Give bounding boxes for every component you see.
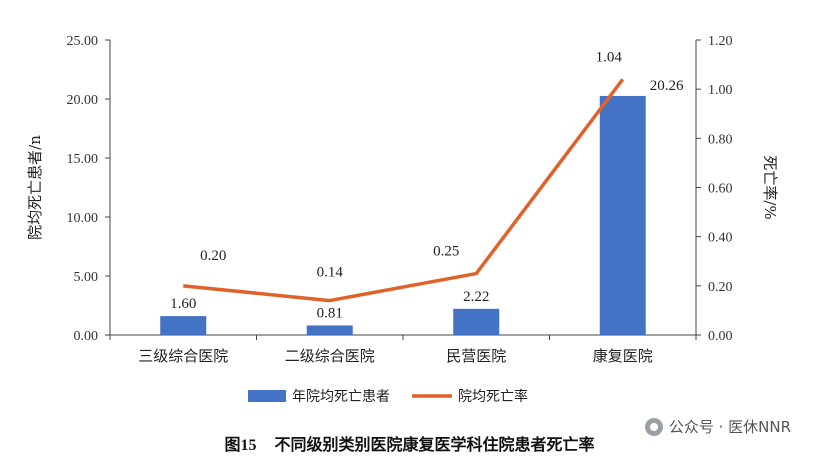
right-tick-label: 0.60 [708, 182, 733, 197]
watermark-text: 公众号 · 医休NNR [668, 418, 791, 436]
bar [306, 325, 353, 335]
figure-caption: 图15 不同级别类别医院康复医学科住院患者死亡率 [0, 431, 819, 455]
line-value-label: 1.04 [596, 49, 623, 65]
bar-value-label: 0.81 [317, 305, 343, 321]
data-labels: 1.60 0.81 2.22 20.26 0.20 0.14 0.25 1.04 [170, 49, 684, 321]
bar [160, 316, 207, 335]
category-label: 三级综合医院 [138, 347, 228, 365]
watermark: 公众号 · 医休NNR [644, 416, 791, 437]
wechat-icon [644, 417, 663, 436]
category-label: 民营医院 [446, 347, 506, 365]
left-tick-label: 0.00 [74, 329, 99, 344]
axes: 0.00 5.00 10.00 15.00 20.00 25.00 0.00 0.20 0.40… [26, 34, 779, 365]
bar [599, 95, 646, 335]
category-label: 二级综合医院 [285, 347, 375, 365]
right-tick-label: 1.20 [708, 34, 733, 49]
bar-value-label: 1.60 [170, 296, 196, 312]
legend-swatch-bar [248, 390, 286, 402]
right-tick-label: 0.40 [708, 231, 733, 246]
category-label: 康复医院 [593, 347, 653, 365]
legend: 年院均死亡患者 院均死亡率 [248, 388, 528, 405]
bars [160, 95, 646, 335]
right-tick-label: 0.00 [708, 329, 733, 344]
right-tick-label: 1.00 [708, 83, 733, 98]
right-tick-label: 0.20 [708, 280, 733, 295]
bar-value-label: 2.22 [463, 289, 489, 305]
right-axis-title: 死亡率/% [761, 155, 779, 219]
left-tick-label: 15.00 [67, 152, 99, 167]
left-axis-title: 院均死亡患者/n [26, 135, 44, 240]
line-series [183, 78, 625, 303]
bar [453, 308, 500, 335]
right-tick-label: 0.80 [708, 132, 733, 147]
left-tick-label: 10.00 [67, 211, 99, 226]
bar-value-label: 20.26 [650, 78, 684, 94]
left-tick-label: 25.00 [67, 34, 99, 49]
legend-label-line: 院均死亡率 [458, 388, 528, 405]
line-value-label: 0.20 [200, 248, 226, 264]
figure-title: 不同级别类别医院康复医学科住院患者死亡率 [274, 435, 595, 454]
left-tick-label: 5.00 [74, 270, 99, 285]
line-value-label: 0.25 [433, 244, 459, 260]
legend-label-bar: 年院均死亡患者 [292, 389, 390, 405]
figure-number: 图15 [224, 437, 257, 454]
rate-line [183, 78, 625, 303]
left-tick-label: 20.00 [67, 93, 99, 108]
line-value-label: 0.14 [317, 265, 344, 281]
